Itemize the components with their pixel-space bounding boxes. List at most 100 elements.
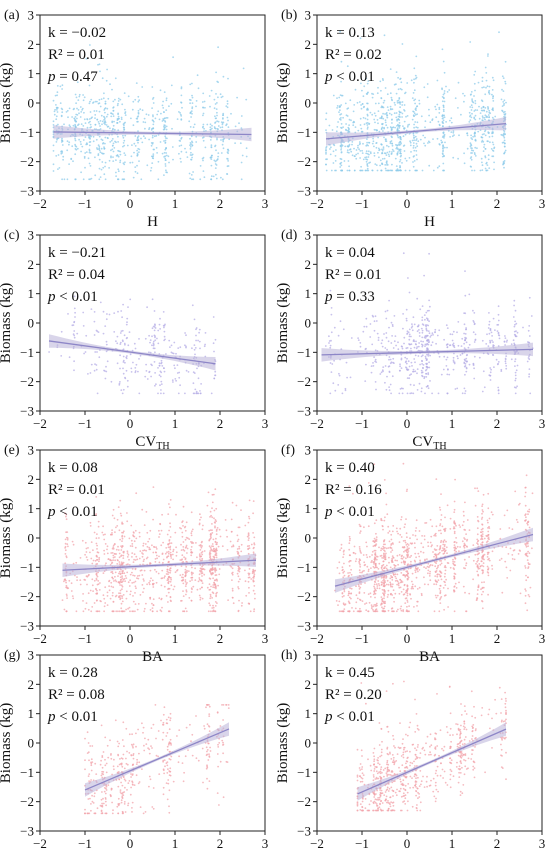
scatter-point bbox=[73, 336, 76, 339]
scatter-point bbox=[217, 81, 220, 84]
scatter-point bbox=[377, 122, 379, 125]
scatter-point bbox=[106, 113, 109, 116]
scatter-point bbox=[91, 578, 94, 581]
scatter-point bbox=[87, 574, 90, 577]
scatter-point bbox=[365, 160, 368, 163]
scatter-point bbox=[119, 576, 122, 579]
scatter-point bbox=[218, 573, 221, 576]
scatter-point bbox=[149, 548, 152, 551]
scatter-point bbox=[85, 551, 88, 553]
scatter-point bbox=[143, 569, 146, 572]
scatter-point bbox=[425, 366, 428, 368]
scatter-point bbox=[191, 304, 194, 307]
scatter-point bbox=[130, 539, 133, 542]
scatter-point bbox=[215, 108, 218, 110]
scatter-point bbox=[150, 375, 153, 378]
scatter-point bbox=[440, 532, 442, 535]
scatter-point bbox=[117, 97, 120, 100]
scatter-point bbox=[419, 363, 421, 366]
scatter-point bbox=[184, 344, 186, 347]
scatter-point bbox=[388, 356, 391, 358]
scatter-point bbox=[118, 570, 121, 573]
scatter-point bbox=[112, 156, 114, 159]
scatter-point bbox=[210, 610, 212, 613]
scatter-point bbox=[210, 514, 213, 517]
scatter-point bbox=[225, 105, 228, 107]
scatter-point bbox=[464, 294, 467, 297]
scatter-point bbox=[214, 127, 216, 130]
scatter-point bbox=[125, 337, 128, 340]
scatter-point bbox=[73, 330, 76, 332]
scatter-point bbox=[96, 100, 98, 103]
scatter-point bbox=[443, 135, 446, 138]
scatter-point bbox=[169, 548, 172, 551]
scatter-point bbox=[339, 113, 341, 116]
scatter-point bbox=[104, 602, 107, 604]
scatter-point bbox=[477, 584, 480, 587]
scatter-point bbox=[174, 378, 177, 380]
scatter-point bbox=[214, 338, 217, 341]
scatter-point bbox=[132, 534, 135, 537]
scatter-point bbox=[474, 333, 477, 336]
scatter-point bbox=[145, 511, 148, 513]
scatter-point bbox=[464, 333, 467, 335]
scatter-point bbox=[215, 149, 217, 152]
scatter-point bbox=[172, 381, 174, 383]
scatter-point bbox=[169, 553, 172, 556]
scatter-point bbox=[380, 97, 383, 100]
scatter-point bbox=[486, 540, 489, 543]
scatter-point bbox=[97, 102, 100, 105]
scatter-point bbox=[138, 557, 141, 560]
y-tick-label: 2 bbox=[28, 37, 35, 52]
scatter-point bbox=[153, 329, 156, 332]
scatter-point bbox=[365, 602, 368, 604]
scatter-point bbox=[141, 584, 144, 586]
scatter-point bbox=[229, 540, 232, 543]
scatter-point bbox=[117, 168, 120, 171]
scatter-point bbox=[350, 337, 353, 339]
scatter-point bbox=[438, 529, 440, 532]
scatter-point bbox=[380, 342, 383, 345]
scatter-point bbox=[445, 121, 447, 123]
scatter-point bbox=[211, 566, 214, 569]
scatter-point bbox=[60, 355, 63, 357]
y-tick-label: 2 bbox=[305, 37, 312, 52]
scatter-point bbox=[474, 139, 477, 142]
scatter-point bbox=[136, 164, 138, 167]
scatter-point bbox=[370, 371, 373, 374]
scatter-point bbox=[384, 119, 387, 122]
scatter-point bbox=[489, 371, 492, 374]
scatter-point bbox=[134, 559, 137, 561]
scatter-point bbox=[189, 144, 191, 147]
scatter-point bbox=[389, 140, 392, 143]
y-tick-label: 3 bbox=[28, 443, 35, 458]
scatter-point bbox=[89, 100, 91, 103]
scatter-point bbox=[65, 111, 68, 113]
scatter-point bbox=[463, 162, 466, 165]
scatter-point bbox=[88, 148, 91, 151]
scatter-point bbox=[359, 345, 362, 348]
scatter-point bbox=[214, 567, 217, 570]
scatter-point bbox=[75, 561, 78, 564]
scatter-point bbox=[106, 604, 109, 606]
scatter-point bbox=[403, 104, 406, 106]
scatter-point bbox=[104, 586, 107, 589]
scatter-point bbox=[154, 551, 157, 554]
scatter-point bbox=[334, 155, 337, 157]
scatter-point bbox=[113, 120, 115, 123]
scatter-point bbox=[481, 119, 484, 121]
scatter-point bbox=[192, 126, 195, 129]
scatter-point bbox=[415, 150, 418, 152]
scatter-point bbox=[173, 364, 176, 367]
scatter-point bbox=[127, 344, 130, 347]
scatter-point bbox=[399, 165, 401, 167]
scatter-point bbox=[115, 580, 118, 583]
scatter-point bbox=[399, 169, 402, 172]
scatter-point bbox=[134, 603, 137, 605]
scatter-point bbox=[426, 324, 428, 326]
scatter-point bbox=[128, 606, 131, 609]
scatter-point bbox=[180, 543, 182, 546]
scatter-point bbox=[154, 117, 157, 120]
scatter-point bbox=[422, 366, 424, 369]
